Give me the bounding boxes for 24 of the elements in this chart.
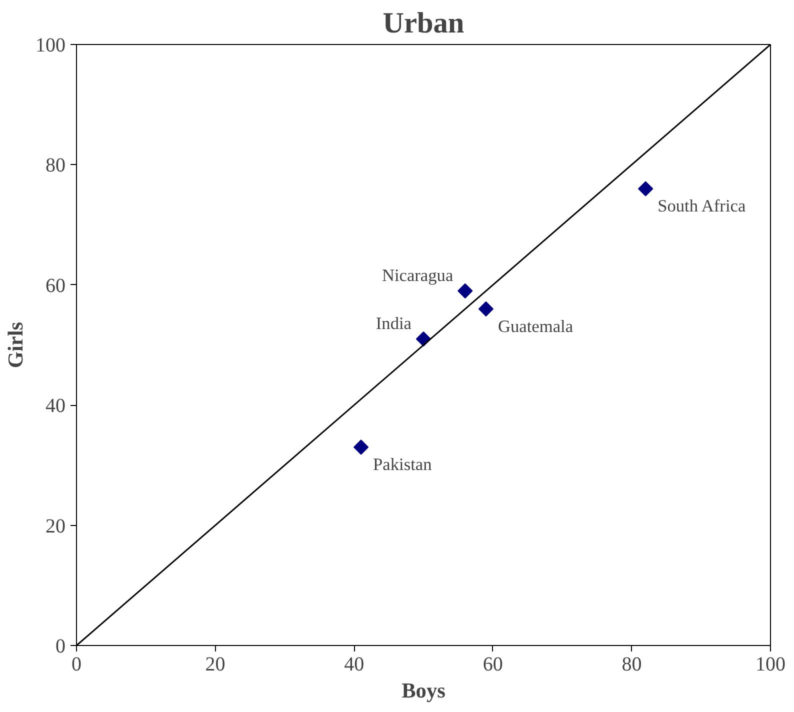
x-tick-label: 40 xyxy=(344,654,364,676)
y-tick-label: 100 xyxy=(36,34,66,56)
y-axis-title: Girls xyxy=(4,322,28,368)
x-tick-label: 0 xyxy=(72,654,82,676)
x-tick-label: 20 xyxy=(205,654,226,676)
annotation: South Africa xyxy=(658,196,746,216)
x-tick-label: 80 xyxy=(622,654,642,676)
annotation: Nicaragua xyxy=(382,266,454,285)
point xyxy=(638,181,654,196)
annotation: Pakistan xyxy=(373,455,432,474)
point xyxy=(478,301,494,317)
annotation: India xyxy=(376,314,412,333)
chart-title: Urban xyxy=(382,8,464,40)
y-tick-label: 40 xyxy=(46,395,66,418)
y-tick-label: 0 xyxy=(56,636,66,658)
x-tick-label: 100 xyxy=(756,654,786,676)
point xyxy=(458,283,473,298)
point xyxy=(353,440,369,455)
y-tick-label: 80 xyxy=(46,154,66,177)
x-tick-label: 60 xyxy=(482,654,503,676)
y-tick-label: 60 xyxy=(46,274,66,297)
annotation: Guatemala xyxy=(498,316,574,336)
y-tick-label: 20 xyxy=(46,515,66,538)
x-axis-title: Boys xyxy=(402,678,446,702)
